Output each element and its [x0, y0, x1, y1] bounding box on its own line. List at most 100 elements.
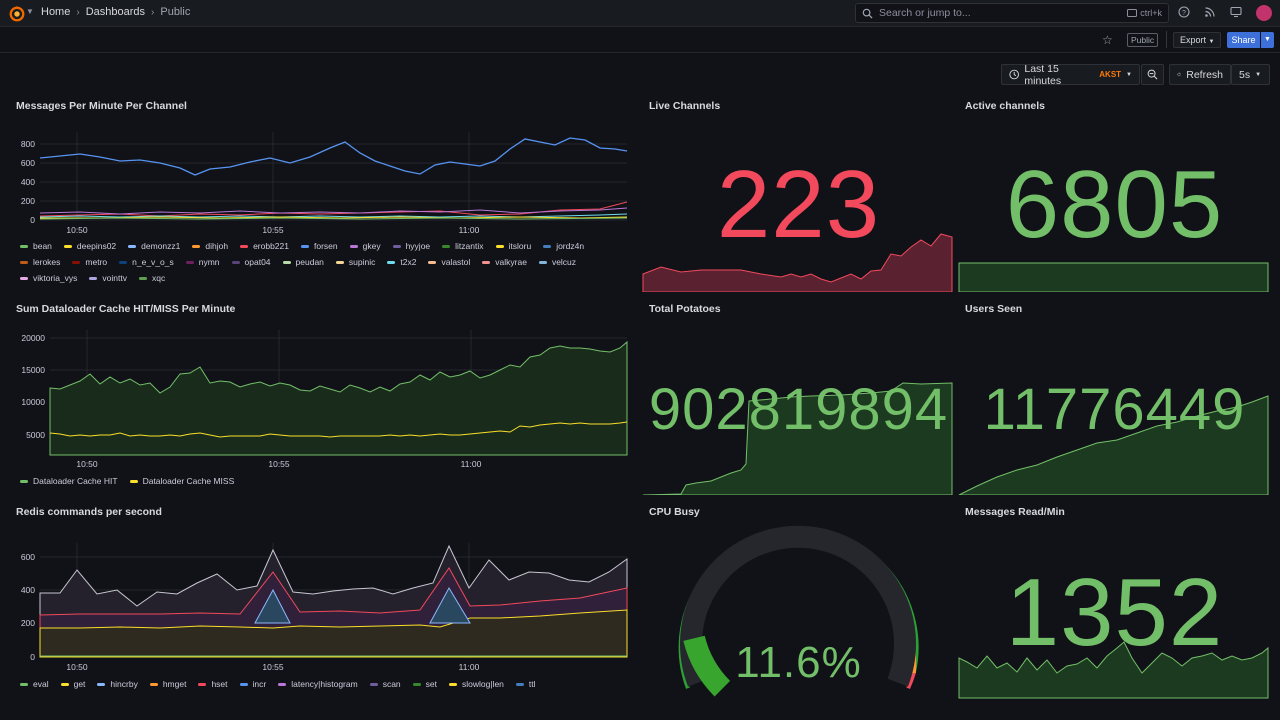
- gauge-value-arc: [683, 635, 731, 697]
- legend-item[interactable]: gkey: [349, 240, 381, 252]
- legend-swatch: [89, 276, 98, 280]
- legend-item[interactable]: forsen: [300, 240, 338, 252]
- legend-swatch: [20, 244, 28, 248]
- legend-item[interactable]: deepins02: [63, 240, 116, 252]
- panel-title[interactable]: Live Channels: [649, 100, 721, 112]
- legend-label: set: [425, 679, 438, 689]
- grafana-logo-icon[interactable]: [8, 5, 26, 23]
- legend-swatch: [149, 682, 158, 686]
- legend-item[interactable]: hset: [198, 678, 228, 690]
- panel-total-potatoes: Total Potatoes 902819894: [641, 295, 956, 495]
- legend-item[interactable]: metro: [72, 256, 107, 268]
- panel-title[interactable]: Active channels: [965, 100, 1045, 112]
- legend-item[interactable]: scan: [369, 678, 401, 690]
- panel-active-channels: Active channels 6805: [957, 92, 1272, 292]
- legend-label: t2x2: [400, 257, 417, 267]
- legend-item[interactable]: valastol: [428, 256, 470, 268]
- y-tick: 15000: [21, 365, 45, 375]
- legend-item[interactable]: n_e_v_o_s: [119, 256, 174, 268]
- legend-item[interactable]: dihjoh: [192, 240, 228, 252]
- star-icon[interactable]: ☆: [1102, 33, 1113, 47]
- legend-item[interactable]: velcuz: [538, 256, 576, 268]
- chevron-right-icon: ›: [151, 6, 155, 18]
- legend-item[interactable]: bean: [20, 240, 52, 252]
- messages-read-sparkline: [958, 641, 1269, 699]
- legend-item[interactable]: ttl: [515, 678, 536, 690]
- panel-title[interactable]: Messages Read/Min: [965, 506, 1065, 518]
- panel-cpu-busy: CPU Busy 11.6%: [641, 498, 956, 708]
- legend-item[interactable]: set: [412, 678, 438, 690]
- legend-item[interactable]: viktoria_vys: [20, 272, 77, 284]
- legend-label: itsloru: [508, 241, 532, 251]
- legend-swatch: [60, 682, 69, 686]
- chevron-down-icon[interactable]: ▼: [26, 7, 34, 16]
- legend-item[interactable]: lerokes: [20, 256, 60, 268]
- legend-item[interactable]: latency|histogram: [278, 678, 358, 690]
- time-range-picker[interactable]: Last 15 minutes AKST ▼: [1001, 63, 1140, 87]
- user-avatar[interactable]: [1256, 5, 1272, 21]
- legend-item[interactable]: hmget: [149, 678, 186, 690]
- legend-label: n_e_v_o_s: [132, 257, 174, 267]
- x-tick: 11:00: [459, 225, 480, 235]
- legend-item[interactable]: Dataloader Cache MISS: [129, 475, 234, 487]
- legend-swatch: [20, 276, 28, 280]
- refresh-interval-picker[interactable]: 5s ▼: [1231, 64, 1270, 85]
- export-button[interactable]: Export ▼: [1173, 32, 1222, 48]
- share-button[interactable]: Share: [1227, 32, 1260, 48]
- zoom-out-button[interactable]: [1141, 64, 1164, 85]
- legend-item[interactable]: hyyjoe: [392, 240, 431, 252]
- messages-per-minute-graph[interactable]: 800 600 400 200 0 10:50 10:55 11:00: [0, 92, 640, 292]
- panel-live-channels: Live Channels 223: [641, 92, 956, 292]
- dataloader-graph[interactable]: 20000 15000 10000 5000 10:50 10:55 11:00: [0, 295, 640, 495]
- legend-item[interactable]: nymn: [185, 256, 220, 268]
- legend-item[interactable]: get: [60, 678, 85, 690]
- legend-item[interactable]: itsloru: [495, 240, 532, 252]
- panel-title[interactable]: Messages Per Minute Per Channel: [16, 100, 187, 112]
- legend-item[interactable]: eval: [20, 678, 49, 690]
- panel-title[interactable]: Users Seen: [965, 303, 1023, 315]
- panel-title[interactable]: Total Potatoes: [649, 303, 721, 315]
- y-tick: 20000: [21, 333, 45, 343]
- y-tick: 400: [21, 177, 35, 187]
- gauge-track: [680, 525, 916, 687]
- panel-title[interactable]: CPU Busy: [649, 506, 700, 518]
- legend-swatch: [392, 244, 401, 248]
- kiosk-monitor-icon[interactable]: [1229, 6, 1243, 20]
- legend-item[interactable]: erobb221: [240, 240, 289, 252]
- legend-item[interactable]: t2x2: [387, 256, 416, 268]
- panel-redis-commands: Redis commands per second 600 400 200 0 …: [0, 498, 640, 708]
- legend-item[interactable]: peudan: [282, 256, 324, 268]
- share-options-chevron-icon[interactable]: ▼: [1261, 32, 1274, 48]
- keyboard-icon: [1127, 9, 1138, 17]
- legend-item[interactable]: hincrby: [97, 678, 138, 690]
- legend-label: bean: [33, 241, 52, 251]
- legend-item[interactable]: Dataloader Cache HIT: [20, 475, 118, 487]
- legend-item[interactable]: xqc: [138, 272, 166, 284]
- legend-item[interactable]: slowlog|len: [449, 678, 504, 690]
- series-area: [49, 340, 628, 456]
- panel-title[interactable]: Sum Dataloader Cache HIT/MISS Per Minute: [16, 303, 236, 315]
- legend-label: xqc: [151, 273, 166, 283]
- legend-item[interactable]: demonzz1: [128, 240, 180, 252]
- zoom-out-icon: [1147, 69, 1158, 80]
- search-input[interactable]: Search or jump to... ctrl+k: [855, 3, 1169, 23]
- y-tick: 800: [21, 139, 35, 149]
- breadcrumb-home[interactable]: Home: [41, 6, 71, 18]
- legend-item[interactable]: incr: [239, 678, 266, 690]
- legend-item[interactable]: vointtv: [89, 272, 127, 284]
- panel-dataloader-cache: Sum Dataloader Cache HIT/MISS Per Minute…: [0, 295, 640, 495]
- legend-item[interactable]: valkyrae: [482, 256, 527, 268]
- refresh-button[interactable]: Refresh: [1169, 64, 1231, 85]
- legend-item[interactable]: opat04: [231, 256, 271, 268]
- legend-swatch: [63, 244, 72, 248]
- breadcrumb-dashboards[interactable]: Dashboards: [85, 6, 146, 18]
- legend-label: jordz4n: [556, 241, 585, 251]
- legend-item[interactable]: supinic: [335, 256, 375, 268]
- help-icon[interactable]: ?: [1177, 6, 1191, 20]
- news-rss-icon[interactable]: [1203, 6, 1217, 20]
- legend-item[interactable]: litzantix: [442, 240, 484, 252]
- legend-item[interactable]: jordz4n: [543, 240, 584, 252]
- legend-label: hyyjoe: [405, 241, 431, 251]
- redis-graph[interactable]: 600 400 200 0 10:50 10:55 11:00: [0, 498, 640, 708]
- panel-title[interactable]: Redis commands per second: [16, 506, 162, 518]
